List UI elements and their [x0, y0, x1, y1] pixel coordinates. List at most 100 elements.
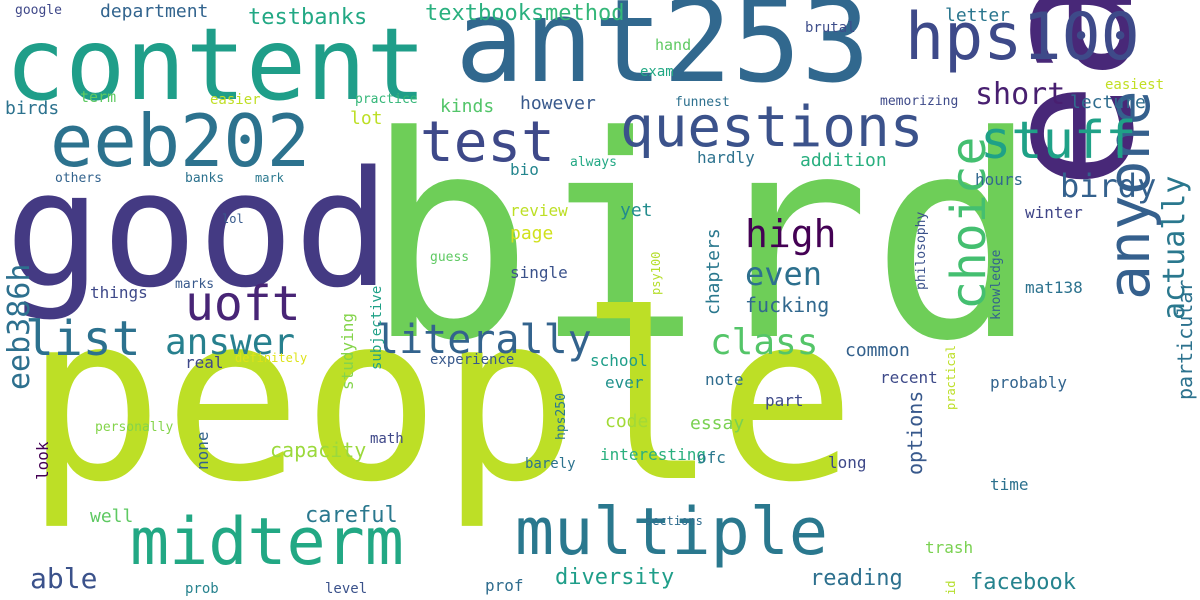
word-prof: prof [485, 576, 524, 595]
word-guess: guess [430, 250, 470, 265]
word-barely: barely [525, 456, 576, 472]
word-essay: essay [690, 413, 745, 434]
word-mat138: mat138 [1025, 278, 1083, 297]
word-id: id [944, 580, 958, 595]
word-method: method [545, 1, 625, 26]
word-subjective: subjective [369, 285, 385, 370]
word-department: department [100, 1, 209, 22]
word-hours: hours [975, 170, 1024, 189]
word-others: others [55, 171, 102, 186]
word-level: level [325, 581, 368, 597]
word-however: however [520, 93, 596, 114]
word-bird: bird [365, 77, 1040, 403]
word-funnest: funnest [675, 95, 730, 110]
word-uoft: uoft [185, 276, 301, 332]
word-banks: banks [185, 171, 225, 186]
word-exam: exam [640, 64, 674, 80]
word-chapters: chapters [703, 228, 724, 315]
word-psy100: psy100 [649, 251, 663, 295]
word-brutal: brutal [805, 20, 856, 36]
word-testbanks: testbanks [248, 5, 368, 30]
word-literally: literally [375, 317, 592, 363]
word-single: single [510, 263, 568, 282]
word-ofc: ofc [697, 448, 726, 467]
word-high: high [745, 212, 837, 256]
word-practical: practical [944, 344, 958, 410]
word-none: none [193, 431, 212, 470]
word-fucking: fucking [745, 293, 830, 317]
word-winter: winter [1025, 203, 1083, 222]
word-code: code [605, 411, 649, 432]
word-easiest: easiest [1105, 77, 1165, 93]
word-philosophy: philosophy [914, 211, 929, 290]
word-kinds: kinds [440, 96, 495, 117]
word-mark: mark [255, 171, 284, 185]
word-common: common [845, 340, 911, 361]
word-note: note [705, 370, 744, 389]
word-test: test [420, 110, 555, 175]
word-eeb386h: eeb386h [2, 263, 37, 390]
word-midterm: midterm [130, 505, 404, 580]
word-content: content [5, 6, 427, 123]
word-yet: yet [620, 200, 653, 221]
word-hand: hand [655, 36, 692, 54]
word-trash: trash [925, 538, 974, 557]
word-lol: lol [222, 212, 244, 226]
word-questions: questions [620, 95, 924, 160]
word-particular: particular [1173, 279, 1197, 400]
word-practice: practice [355, 92, 418, 107]
word-capacity: capacity [270, 438, 367, 462]
word-recent: recent [880, 368, 938, 387]
word-review: review [510, 201, 568, 220]
word-options: options [903, 390, 927, 475]
word-long: long [828, 453, 867, 472]
word-facebook: facebook [970, 570, 1076, 595]
word-able: able [30, 562, 98, 595]
word-diversity: diversity [555, 565, 675, 590]
word-short: short [975, 77, 1066, 112]
word-knowledge: knowledge [989, 249, 1004, 320]
word-birdy: birdy [1060, 167, 1157, 205]
word-google: google [15, 3, 62, 18]
word-reading: reading [810, 566, 903, 591]
word-studying: studying [338, 312, 357, 390]
word-class: class [710, 322, 819, 363]
word-well: well [90, 506, 134, 527]
word-things: things [90, 283, 148, 302]
word-personally: personally [95, 420, 174, 435]
word-real: real [185, 353, 224, 372]
word-even: even [745, 255, 823, 293]
word-memorizing: memorizing [880, 94, 959, 109]
word-experience: experience [430, 352, 515, 368]
word-probably: probably [990, 373, 1068, 392]
word-lot: lot [350, 108, 383, 129]
word-definitely: definitely [235, 351, 308, 365]
word-list: list [25, 311, 141, 367]
word-eeb202: eeb202 [50, 99, 311, 183]
word-lecture: lecture [1070, 92, 1146, 113]
word-marks: marks [175, 277, 215, 292]
word-math: math [370, 431, 404, 447]
word-look: look [33, 441, 52, 480]
word-part: part [765, 391, 804, 410]
word-term: term [80, 88, 117, 106]
word-addition: addition [800, 150, 887, 171]
word-ever: ever [605, 373, 644, 392]
word-textbooks: textbooks [425, 1, 545, 26]
word-school: school [590, 351, 648, 370]
word-hps250: hps250 [554, 393, 569, 440]
word-always: always [570, 155, 617, 170]
word-sections: sections [645, 514, 703, 528]
word-interesting: interesting [600, 445, 706, 464]
word-bio: bio [510, 160, 539, 179]
word-prob: prob [185, 581, 219, 597]
word-choice: choice [941, 136, 997, 310]
word-easier: easier [210, 92, 261, 108]
word-hps100: hps100 [905, 0, 1140, 75]
word-good: good [5, 136, 391, 323]
word-stuff: stuff [980, 111, 1137, 171]
word-multiple: multiple [515, 495, 829, 570]
word-careful: careful [305, 503, 398, 528]
word-answer: answer [165, 322, 296, 363]
